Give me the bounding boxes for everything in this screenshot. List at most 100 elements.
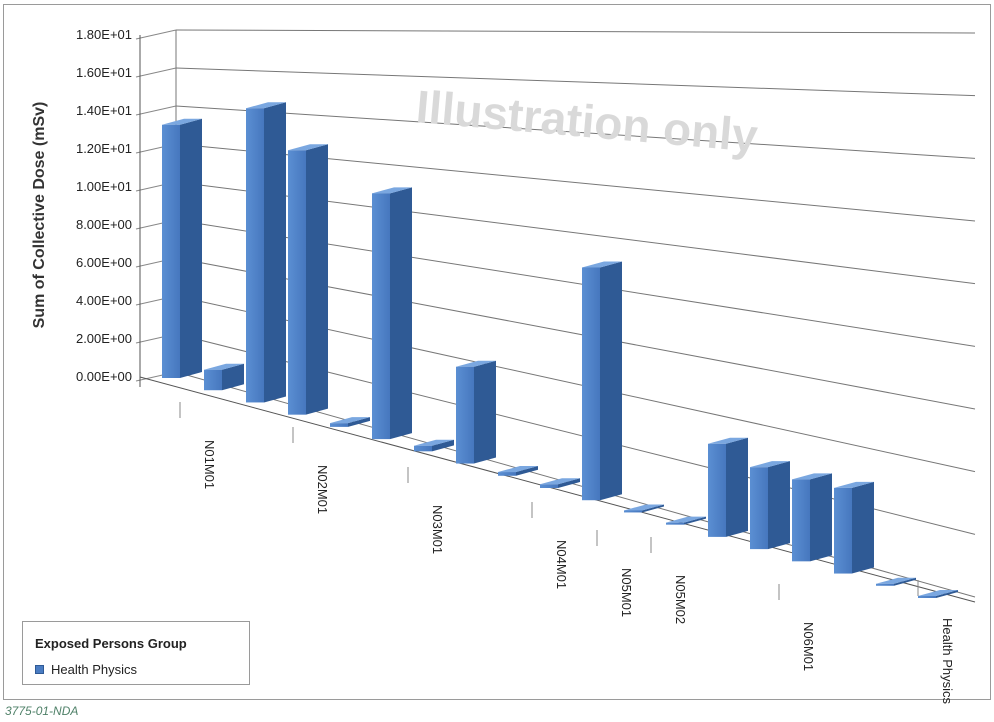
bar-front (624, 510, 642, 513)
x-tick-label: N03M01 (430, 505, 445, 554)
bar-front (582, 267, 600, 501)
y-tick-label: 0.00E+00 (76, 369, 132, 384)
y-tick-label: 6.00E+00 (76, 255, 132, 270)
y-tick-label: 1.60E+01 (76, 65, 132, 80)
bar-side (936, 590, 958, 598)
bar-top (876, 577, 916, 584)
y-tick-labels: 0.00E+00 2.00E+00 4.00E+00 6.00E+00 8.00E+00… (76, 27, 132, 384)
bar (330, 417, 370, 427)
bar-front (666, 522, 684, 525)
bar-top (540, 478, 580, 485)
bar-side (474, 360, 496, 464)
bar-front (162, 124, 180, 378)
bar-side (768, 461, 790, 550)
bar (372, 187, 412, 440)
bar-front (246, 108, 264, 403)
bar (288, 144, 328, 415)
bar-top (750, 461, 790, 468)
bar (498, 466, 538, 476)
bar (414, 439, 454, 452)
bar-front (750, 467, 768, 550)
y-tick-label: 4.00E+00 (76, 293, 132, 308)
gridline-wall (135, 29, 177, 40)
bar (624, 504, 664, 513)
bar-front (204, 369, 222, 391)
y-tick-label: 1.20E+01 (76, 141, 132, 156)
bar-side (600, 261, 622, 501)
figure-id: 3775-01-NDA (5, 704, 79, 718)
bar (540, 478, 580, 488)
bar-front (288, 150, 306, 415)
x-tick-label: N04M01 (554, 540, 569, 589)
legend-swatch-health-physics (35, 665, 44, 674)
x-tick-label: N06M01 (801, 622, 816, 671)
watermark-text: Illustration only (414, 80, 760, 162)
bar-top (708, 437, 748, 444)
bar-top (918, 590, 958, 596)
gridline (175, 29, 976, 34)
bar (666, 516, 706, 525)
bar-front (414, 445, 432, 452)
legend-label-health-physics: Health Physics (51, 662, 137, 677)
y-tick-label: 2.00E+00 (76, 331, 132, 346)
gridline-wall (135, 105, 177, 116)
x-tick-label: Health Physics (940, 618, 955, 704)
bar (876, 577, 916, 586)
bar-side (810, 473, 832, 562)
bar (918, 590, 958, 598)
y-tick-label: 1.00E+01 (76, 179, 132, 194)
bar-top (666, 516, 706, 523)
y-axis-title: Sum of Collective Dose (mSv) (31, 102, 48, 329)
legend-title: Exposed Persons Group (35, 636, 187, 651)
bar-front (330, 423, 348, 427)
bar (162, 118, 202, 378)
bar-top (792, 473, 832, 480)
watermark-layer: Illustration only (414, 80, 760, 162)
bar-front (918, 596, 936, 598)
bar (708, 437, 748, 537)
bar-side (222, 363, 244, 391)
gridline (175, 67, 976, 97)
gridline (175, 105, 976, 159)
bar-top (624, 504, 664, 511)
bar-front (540, 484, 558, 488)
x-tick-label: N02M01 (315, 465, 330, 514)
bar-top (162, 118, 202, 125)
bar-top (288, 144, 328, 151)
bar (792, 473, 832, 562)
bar-top (498, 466, 538, 473)
bar (834, 481, 874, 574)
x-tick-labels: N01M01 N02M01 N03M01 N04M01 N05M01 N05M02 N06M… (179, 402, 955, 704)
bar-top (330, 417, 370, 424)
bar-side (558, 478, 580, 488)
bar (204, 363, 244, 391)
bar-front (708, 443, 726, 537)
y-tick-label: 1.80E+01 (76, 27, 132, 42)
bar-front (834, 487, 852, 574)
bar-side (432, 439, 454, 452)
bar (582, 261, 622, 501)
bar (456, 360, 496, 464)
bar-side (894, 577, 916, 586)
bar-front (876, 583, 894, 586)
bar-top (246, 102, 286, 109)
bar-side (852, 481, 874, 574)
bar-top (582, 261, 622, 268)
bar-top (204, 363, 244, 370)
bar-side (642, 504, 664, 513)
y-tick-label: 1.40E+01 (76, 103, 132, 118)
bar-side (306, 144, 328, 415)
bar-side (390, 187, 412, 440)
bar (750, 461, 790, 550)
bar-top (372, 187, 412, 194)
x-tick-label: N05M02 (673, 575, 688, 624)
bar-top (414, 439, 454, 446)
bar-front (498, 472, 516, 476)
x-tick-label: N01M01 (202, 440, 217, 489)
bar-side (516, 466, 538, 476)
bar (246, 102, 286, 403)
bar-top (834, 481, 874, 488)
bar-side (264, 102, 286, 403)
bar-front (372, 193, 390, 440)
bar-side (726, 437, 748, 537)
